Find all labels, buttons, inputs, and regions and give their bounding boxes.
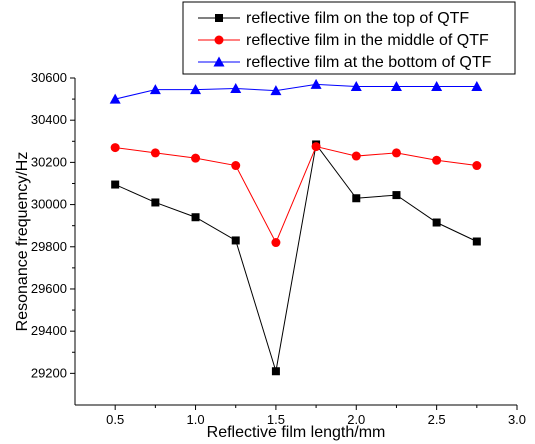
legend: reflective film on the top of QTF reflect…	[182, 1, 516, 75]
data-point	[390, 80, 402, 91]
legend-marker	[213, 56, 225, 67]
series-circle	[110, 142, 482, 248]
data-point	[110, 143, 120, 153]
series-line	[115, 145, 477, 244]
x-axis-title: Reflective film length/mm	[207, 424, 386, 441]
data-point	[391, 148, 401, 158]
y-tick-label: 30200	[31, 154, 67, 169]
legend-label: reflective film at the bottom of QTF	[246, 54, 492, 71]
legend-marker	[215, 14, 223, 22]
data-point	[351, 151, 361, 161]
y-tick-label: 29400	[31, 323, 67, 338]
legend-label: reflective film in the middle of QTF	[246, 32, 489, 49]
data-point	[270, 85, 282, 96]
data-point	[111, 180, 120, 189]
axes: 29200 29400 29600 29800 30000 30200 30400 30600…	[31, 70, 526, 427]
y-tick-label: 30400	[31, 112, 67, 127]
data-point	[310, 78, 322, 89]
data-point	[472, 161, 482, 171]
data-point	[311, 142, 321, 152]
data-point	[432, 155, 442, 165]
data-point	[352, 194, 361, 203]
y-tick-label: 29800	[31, 239, 67, 254]
series-square	[111, 140, 481, 376]
data-point	[230, 83, 242, 94]
y-axis-title: Resonance frequency/Hz	[14, 152, 31, 332]
y-tick-label: 30000	[31, 197, 67, 212]
data-point	[190, 84, 202, 95]
series-layer	[109, 78, 483, 376]
data-point	[392, 191, 401, 200]
data-point	[151, 198, 160, 207]
legend-marker	[214, 35, 224, 45]
x-tick-label: 2.0	[347, 412, 365, 427]
data-point	[271, 238, 281, 248]
x-tick-label: 0.5	[106, 412, 124, 427]
data-point	[231, 236, 240, 245]
x-tick-label: 1.0	[187, 412, 205, 427]
data-point	[231, 161, 241, 171]
y-tick-label: 29600	[31, 281, 67, 296]
x-tick-label: 3.0	[508, 412, 526, 427]
data-point	[350, 80, 362, 91]
series-line	[115, 83, 477, 100]
data-point	[191, 213, 200, 222]
y-tick-label: 29200	[31, 365, 67, 380]
y-tick-label: 30600	[31, 70, 67, 85]
x-tick-label: 1.5	[267, 412, 285, 427]
data-point	[432, 218, 441, 227]
data-point	[431, 80, 443, 91]
data-point	[109, 93, 121, 104]
data-point	[150, 148, 160, 158]
series-triangle	[109, 78, 483, 104]
data-point	[471, 80, 483, 91]
data-point	[472, 237, 481, 246]
series-line	[114, 143, 478, 372]
x-tick-label: 2.5	[428, 412, 446, 427]
data-point	[149, 84, 161, 95]
data-point	[191, 153, 201, 163]
data-point	[271, 367, 280, 376]
legend-label: reflective film on the top of QTF	[246, 10, 469, 27]
